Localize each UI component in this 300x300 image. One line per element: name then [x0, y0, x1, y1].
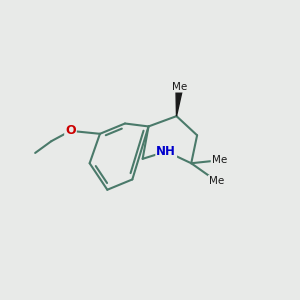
Text: O: O: [65, 124, 76, 137]
Text: Me: Me: [208, 176, 224, 186]
Polygon shape: [176, 86, 183, 116]
Text: Me: Me: [172, 82, 187, 92]
Text: Me: Me: [212, 155, 227, 165]
Text: NH: NH: [156, 145, 176, 158]
